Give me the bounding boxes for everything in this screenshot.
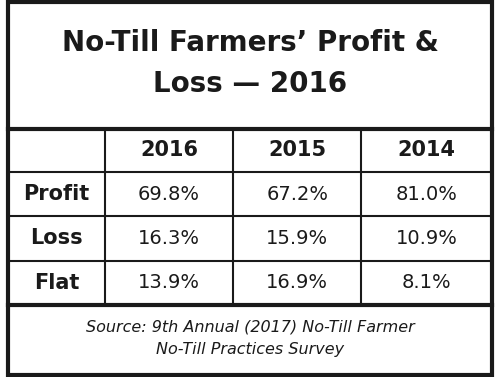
Text: 2016: 2016 <box>140 141 198 161</box>
Text: 16.9%: 16.9% <box>266 273 328 292</box>
Text: Source: 9th Annual (2017) No-Till Farmer
No-Till Practices Survey: Source: 9th Annual (2017) No-Till Farmer… <box>86 319 414 357</box>
Text: 2015: 2015 <box>268 141 326 161</box>
Text: 10.9%: 10.9% <box>396 229 458 248</box>
Text: 67.2%: 67.2% <box>266 185 328 204</box>
Text: 15.9%: 15.9% <box>266 229 328 248</box>
Text: 2014: 2014 <box>398 141 456 161</box>
Text: 16.3%: 16.3% <box>138 229 200 248</box>
Text: 69.8%: 69.8% <box>138 185 200 204</box>
Text: 8.1%: 8.1% <box>402 273 452 292</box>
Text: 13.9%: 13.9% <box>138 273 200 292</box>
Text: No-Till Farmers’ Profit &
Loss — 2016: No-Till Farmers’ Profit & Loss — 2016 <box>62 29 438 98</box>
Text: Flat: Flat <box>34 273 79 293</box>
Text: Loss: Loss <box>30 228 82 248</box>
Text: Profit: Profit <box>24 184 90 204</box>
Text: 81.0%: 81.0% <box>396 185 458 204</box>
